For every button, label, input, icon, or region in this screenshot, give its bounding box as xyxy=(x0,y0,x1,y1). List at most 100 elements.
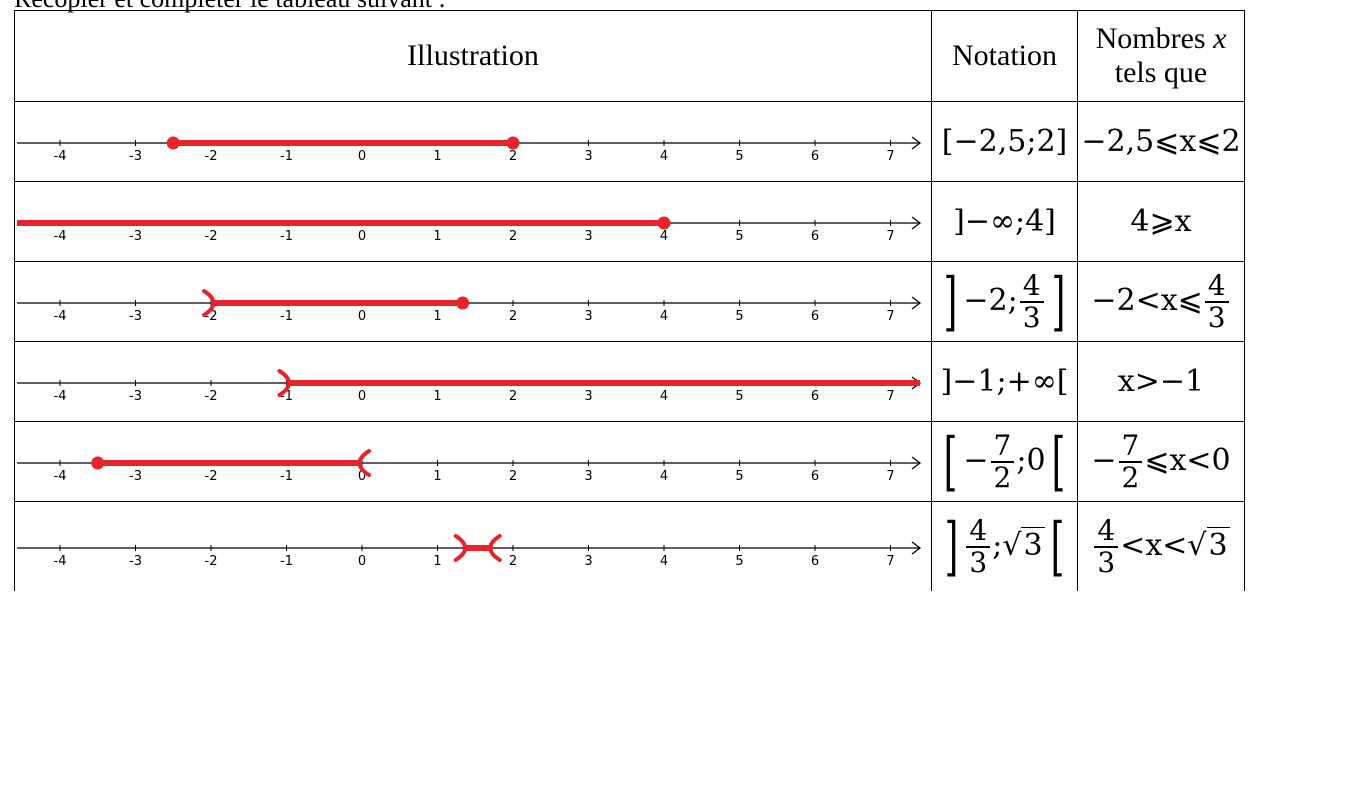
tick-label: 0 xyxy=(358,389,366,404)
tick-label: 6 xyxy=(811,309,819,324)
tick-label: 0 xyxy=(358,554,366,569)
tick-label: -1 xyxy=(280,554,293,569)
header-illustration: Illustration xyxy=(14,10,932,102)
tick-label: -2 xyxy=(205,469,218,484)
radicand: 3 xyxy=(1021,526,1045,563)
condition-right: ⩽x<0 xyxy=(1144,442,1231,478)
tick-label: 5 xyxy=(735,469,743,484)
bracket-close: ] xyxy=(1044,204,1056,239)
notation-cell: ] 4 3 ;√3[ xyxy=(931,501,1078,591)
bracket-open: [ xyxy=(941,124,954,159)
tick-label: 3 xyxy=(584,309,592,324)
illustration-cell: -4 -3 -2 -1 0 1 2 3 4 5 6 7 xyxy=(14,341,932,422)
condition-middle: <x< xyxy=(1120,527,1188,563)
open-endpoint xyxy=(277,369,291,397)
condition-left: −2<x⩽ xyxy=(1091,282,1203,318)
illustration-cell: -4 -3 -2 -1 0 1 2 3 4 5 6 7 xyxy=(14,501,932,591)
condition-cell: 4 3 <x<√3 xyxy=(1077,501,1245,591)
condition-cell: x>−1 xyxy=(1077,341,1245,422)
bracket-close: ] xyxy=(1051,264,1065,339)
fraction-numerator: 7 xyxy=(990,431,1015,463)
tick-label: -4 xyxy=(54,309,67,324)
tick-label: 6 xyxy=(811,469,819,484)
square-root: √3 xyxy=(1187,526,1230,563)
bracket-open: ] xyxy=(944,264,958,339)
bound-upper: 0 xyxy=(1026,442,1046,478)
tick-label: 1 xyxy=(433,554,441,569)
tick-label: -4 xyxy=(54,469,67,484)
separator: ; xyxy=(1026,124,1037,159)
separator: ; xyxy=(996,364,1007,399)
tick-label: 0 xyxy=(358,229,366,244)
tick-label: -2 xyxy=(205,149,218,164)
tick-label: -3 xyxy=(129,389,142,404)
header-row: Illustration Notation Nombres x tels que xyxy=(14,10,1245,102)
tick-label: 4 xyxy=(660,309,668,324)
tick-label: 4 xyxy=(660,389,668,404)
tick-label: 7 xyxy=(886,149,894,164)
notation-cell: ]−∞;4] xyxy=(931,181,1078,262)
table-row: -4 -3 -2 -1 0 1 2 3 4 5 6 7 ]−1;+∞[ x>−1 xyxy=(14,341,1245,422)
header-numbers-line1: Nombres xyxy=(1095,21,1206,55)
tick-label: 5 xyxy=(735,309,743,324)
tick-label: -2 xyxy=(205,229,218,244)
tick-label: -4 xyxy=(54,389,67,404)
separator: ; xyxy=(1007,282,1018,318)
axis-arrow xyxy=(911,456,922,470)
fraction-numerator: 4 xyxy=(1204,271,1229,303)
fraction-denominator: 2 xyxy=(1121,460,1140,494)
tick-label: 3 xyxy=(584,229,592,244)
tick-label: 1 xyxy=(433,469,441,484)
tick-label: -2 xyxy=(205,389,218,404)
fraction-denominator: 3 xyxy=(1097,545,1116,579)
axis-arrow xyxy=(911,216,922,230)
tick-label: -1 xyxy=(280,309,293,324)
fraction-numerator: 4 xyxy=(1019,271,1044,303)
tick-label: 0 xyxy=(358,309,366,324)
illustration-cell: -4 -3 -2 -1 0 1 2 3 4 5 6 7 xyxy=(14,421,932,502)
tick-label: -1 xyxy=(280,229,293,244)
tick-label: 5 xyxy=(735,389,743,404)
condition-text: x>−1 xyxy=(1117,364,1205,399)
minus-sign: − xyxy=(1091,442,1117,478)
radicand: 3 xyxy=(1206,526,1230,563)
instruction-text: Recopier et compléter le tableau suivant… xyxy=(14,0,446,14)
bound-upper: 4 xyxy=(1025,204,1045,239)
bracket-close: ] xyxy=(1055,124,1068,159)
bound-lower: −∞ xyxy=(964,204,1015,239)
bound-upper: +∞ xyxy=(1006,364,1057,399)
bracket-open: ] xyxy=(940,364,953,399)
tick-label: 7 xyxy=(886,389,894,404)
number-line: -4 -3 -2 -1 0 1 2 3 4 5 6 7 xyxy=(17,136,922,164)
axis-arrow xyxy=(911,136,922,150)
tick-label: -3 xyxy=(129,309,142,324)
closed-endpoint xyxy=(657,216,671,230)
tick-label: 0 xyxy=(358,469,366,484)
tick-label: 4 xyxy=(660,149,668,164)
table-row: -4 -3 -2 -1 0 1 2 3 4 5 6 7 ] 4 3 ;√3[ 4 3 <x<√3 xyxy=(14,501,1245,591)
condition-cell: −2<x⩽ 4 3 xyxy=(1077,261,1245,342)
tick-label: 4 xyxy=(660,554,668,569)
illustration-cell: -4 -3 -2 -1 0 1 2 3 4 5 6 7 xyxy=(14,261,932,342)
tick-label: 5 xyxy=(735,149,743,164)
axis-arrow xyxy=(911,541,922,555)
tick-label: 2 xyxy=(509,229,517,244)
tick-label: -4 xyxy=(54,149,67,164)
tick-label: 1 xyxy=(433,149,441,164)
condition-cell: −2,5⩽x⩽2 xyxy=(1077,101,1245,182)
condition-cell: −7 2 ⩽x<0 xyxy=(1077,421,1245,502)
condition-text: 4⩾x xyxy=(1130,204,1192,239)
bound-lower: −2,5 xyxy=(953,124,1027,159)
tick-label: 4 xyxy=(660,229,668,244)
separator: ; xyxy=(1014,204,1026,239)
tick-label: 6 xyxy=(811,554,819,569)
tick-label: 1 xyxy=(433,309,441,324)
bracket-open: [ xyxy=(944,424,958,499)
bracket-open: ] xyxy=(953,204,965,239)
fraction-numerator: 7 xyxy=(1118,431,1143,463)
